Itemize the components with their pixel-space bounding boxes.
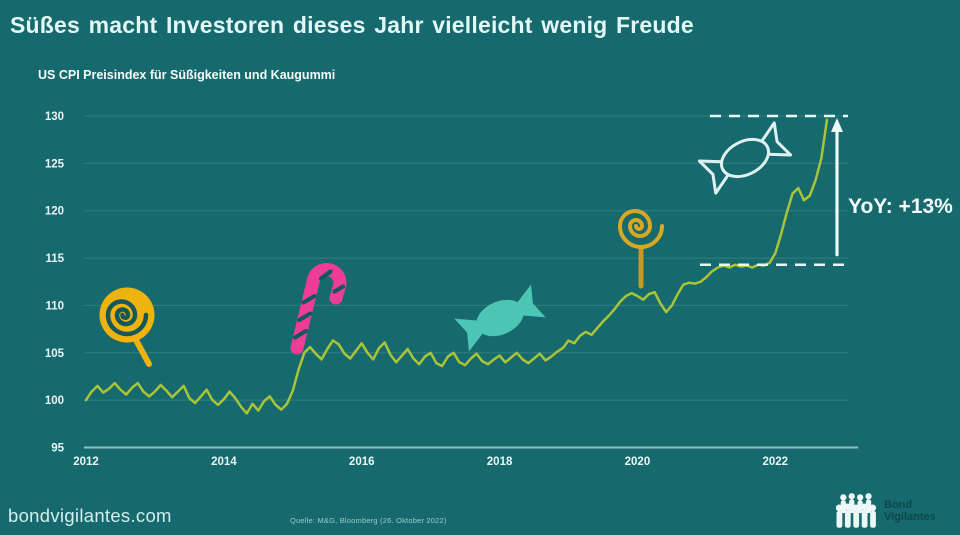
x-tick-label: 2018 bbox=[487, 456, 513, 468]
source-note: Quelle: M&G, Bloomberg (26. Oktober 2022… bbox=[290, 516, 447, 525]
y-tick-label: 115 bbox=[45, 253, 64, 265]
site-url[interactable]: bondvigilantes.com bbox=[8, 505, 172, 526]
y-tick-label: 130 bbox=[45, 111, 64, 123]
yoy-label: YoY: +13% bbox=[848, 195, 953, 218]
y-tick-label: 105 bbox=[45, 348, 65, 360]
yoy-arrow-head bbox=[831, 118, 843, 132]
axis-labels: 95 100 105 110 115 120 125 130 2012 2014 2016 2018 2… bbox=[45, 111, 788, 468]
wrapped-candy-outline-icon bbox=[697, 121, 793, 195]
crowd-icon bbox=[836, 493, 877, 528]
y-tick-label: 110 bbox=[45, 300, 64, 312]
cpi-line bbox=[84, 118, 829, 415]
x-tick-label: 2016 bbox=[349, 456, 375, 468]
x-tick-label: 2012 bbox=[73, 456, 99, 468]
candy-cane-icon bbox=[290, 263, 347, 355]
annotation-lines bbox=[700, 114, 848, 266]
x-tick-label: 2020 bbox=[625, 456, 651, 468]
y-tick-label: 120 bbox=[45, 206, 64, 218]
brand-name: Bond Vigilantes bbox=[884, 499, 936, 523]
y-tick-label: 95 bbox=[51, 443, 64, 455]
brand-line-1: Bond bbox=[884, 499, 913, 511]
chart-title: US CPI Preisindex für Süßigkeiten und Ka… bbox=[38, 68, 336, 82]
brand-line-2: Vigilantes bbox=[884, 511, 936, 523]
cpi-line-path bbox=[84, 118, 829, 415]
y-tick-label: 125 bbox=[45, 158, 65, 170]
brand-logo: Bond Vigilantes bbox=[836, 492, 936, 530]
x-tick-label: 2022 bbox=[763, 456, 789, 468]
lollipop-outline-icon bbox=[617, 209, 664, 289]
y-tick-label: 100 bbox=[45, 395, 64, 407]
x-tick-label: 2014 bbox=[211, 456, 237, 468]
page-title: Süßes macht Investoren dieses Jahr viell… bbox=[10, 12, 694, 38]
lollipop-filled-icon bbox=[99, 287, 155, 367]
wrapped-candy-filled-icon bbox=[454, 284, 546, 352]
